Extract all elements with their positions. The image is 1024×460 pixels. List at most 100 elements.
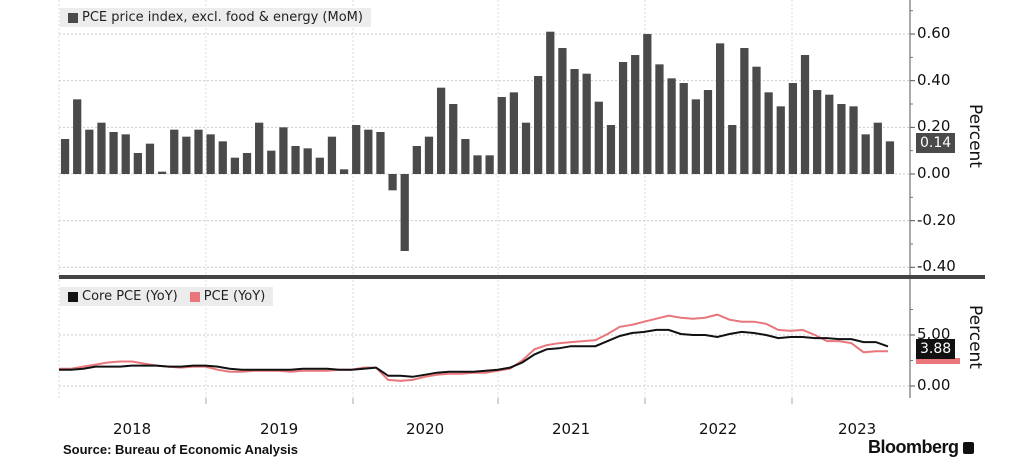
legend-swatch-pce xyxy=(189,291,200,302)
bar xyxy=(534,76,543,174)
x-tick-label: 2021 xyxy=(552,420,591,438)
x-tick-label: 2020 xyxy=(406,420,445,438)
bar xyxy=(85,129,94,174)
bar xyxy=(667,78,676,174)
bar xyxy=(509,92,519,174)
bar xyxy=(352,125,361,174)
bar xyxy=(436,87,446,174)
bar xyxy=(885,141,895,174)
bar xyxy=(230,157,240,174)
legend-label-mom: PCE price index, excl. food & energy (Mo… xyxy=(82,10,363,25)
bar xyxy=(303,148,312,174)
bottom-legend: Core PCE (YoY) PCE (YoY) xyxy=(60,287,274,306)
bar xyxy=(825,94,834,174)
legend-swatch-mom xyxy=(68,12,78,23)
bloomberg-terminal-icon xyxy=(963,442,975,454)
top-y-tick-label: 0.00 xyxy=(917,164,951,182)
bar xyxy=(267,150,276,174)
x-tick-label: 2018 xyxy=(113,420,152,438)
bar xyxy=(521,122,531,174)
bar xyxy=(776,106,785,174)
bar xyxy=(182,136,191,174)
legend-swatch-core-pce xyxy=(68,291,78,302)
bar xyxy=(145,143,155,174)
bar xyxy=(121,134,130,174)
bar xyxy=(582,73,591,174)
top-y-tick-label: 0.60 xyxy=(917,24,951,43)
bar xyxy=(424,136,434,174)
bar xyxy=(97,122,106,174)
bottom-y-axis-unit: Percent xyxy=(965,305,985,369)
bar xyxy=(473,155,482,174)
bar xyxy=(400,174,409,251)
bar xyxy=(449,104,458,174)
bar xyxy=(837,104,846,174)
line-core-pce-yoy- xyxy=(59,328,889,378)
top-y-tick-label: 0.40 xyxy=(917,70,951,89)
bar xyxy=(194,129,203,174)
bar xyxy=(133,153,142,174)
bottom-y-tick-label: 5.00 xyxy=(917,325,951,343)
bar xyxy=(800,55,810,174)
bar xyxy=(691,99,700,174)
bar xyxy=(242,153,252,174)
bar xyxy=(715,43,725,174)
source-note: Source: Bureau of Economic Analysis xyxy=(63,442,299,457)
bar xyxy=(315,157,324,174)
brand-text: Bloomberg xyxy=(868,437,959,457)
x-tick-label: 2019 xyxy=(260,420,299,438)
top-y-axis-unit: Percent xyxy=(965,104,985,168)
bar xyxy=(813,90,822,174)
bottom-y-tick-label: 0.00 xyxy=(917,376,951,394)
bar xyxy=(485,155,494,174)
bar xyxy=(255,122,264,174)
bar xyxy=(618,62,628,174)
bar xyxy=(728,125,737,174)
bar xyxy=(170,129,179,174)
top-y-tick-label: 0.20 xyxy=(917,117,951,136)
bloomberg-logo: Bloomberg xyxy=(868,437,975,458)
bar xyxy=(752,66,761,174)
bar xyxy=(291,146,300,174)
bottom-last-value-tag: 3.88 xyxy=(916,339,956,359)
top-y-tick-label: -0.20 xyxy=(917,210,956,229)
bar xyxy=(327,136,337,174)
legend-label-pce: PCE (YoY) xyxy=(203,289,266,304)
x-tick-label: 2023 xyxy=(838,420,877,438)
bar xyxy=(849,106,858,174)
bar xyxy=(218,141,227,174)
bar xyxy=(606,125,616,174)
axes xyxy=(59,0,985,404)
bar xyxy=(643,34,652,174)
bar xyxy=(861,134,870,174)
bar xyxy=(764,92,773,174)
bar xyxy=(570,69,579,174)
bar xyxy=(157,171,167,174)
x-tick-label: 2022 xyxy=(699,420,738,438)
bar xyxy=(109,132,118,174)
bar xyxy=(412,146,421,174)
bar xyxy=(740,48,749,174)
bar xyxy=(339,169,349,174)
bar xyxy=(376,132,385,174)
bar xyxy=(655,64,664,174)
bar xyxy=(388,174,397,191)
bar xyxy=(546,31,555,175)
bar xyxy=(60,139,70,174)
top-last-value-tag: 0.14 xyxy=(916,133,956,153)
bar xyxy=(703,90,713,174)
bar xyxy=(497,97,506,174)
bar xyxy=(873,122,882,174)
bar xyxy=(594,101,603,174)
line-series xyxy=(59,313,889,382)
bar xyxy=(364,129,373,174)
bar xyxy=(461,139,470,174)
bar xyxy=(279,127,288,174)
pce-last-value-marker xyxy=(916,358,960,364)
bar-series xyxy=(60,31,895,251)
panel-divider xyxy=(59,275,985,279)
bar xyxy=(206,134,215,174)
bar xyxy=(631,55,640,174)
bar xyxy=(679,83,688,174)
